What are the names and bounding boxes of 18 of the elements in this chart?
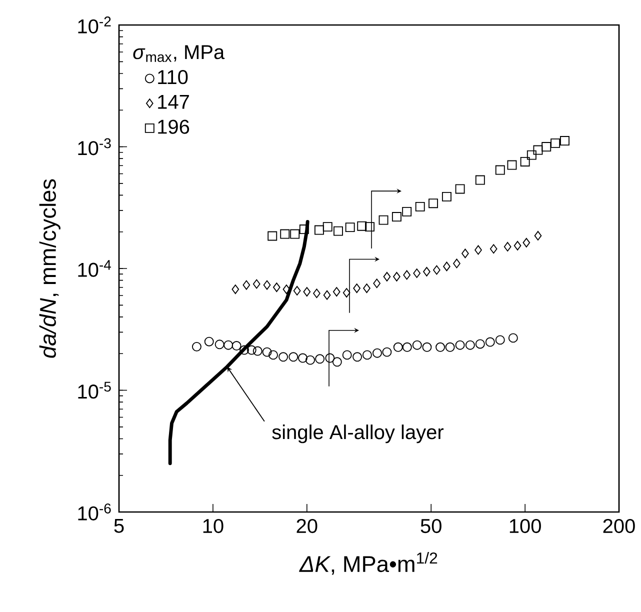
annotation: single Al-alloy layer: [272, 424, 444, 444]
x-tick-label: 100: [510, 518, 541, 534]
legend-title: σ$_{max}$, MPa: [133, 45, 225, 62]
y-tick-label: 10$^{-3}$: [78, 138, 111, 156]
x-tick-label: 200: [603, 518, 635, 534]
y-tick-label: 10$^{-4}$: [78, 260, 111, 277]
y-tick-label: 10$^{-2}$: [78, 16, 111, 34]
y-tick-label: 10$^{-5}$: [78, 382, 111, 399]
x-tick-label: 50: [420, 518, 442, 534]
legend-label: 196: [158, 120, 190, 134]
x-tick-label: 10: [203, 518, 224, 534]
y-axis-title: da/dN, mm/cycles: [39, 179, 60, 358]
x-tick-label: 5: [114, 518, 124, 533]
y-tick-label: 10$^{-6}$: [78, 504, 111, 520]
legend-label: 110: [158, 70, 188, 84]
legend-label: 147: [158, 94, 189, 109]
x-axis-title: ΔK, MPa•m$^{1/2}$: [299, 552, 438, 575]
x-tick-label: 20: [296, 518, 318, 534]
